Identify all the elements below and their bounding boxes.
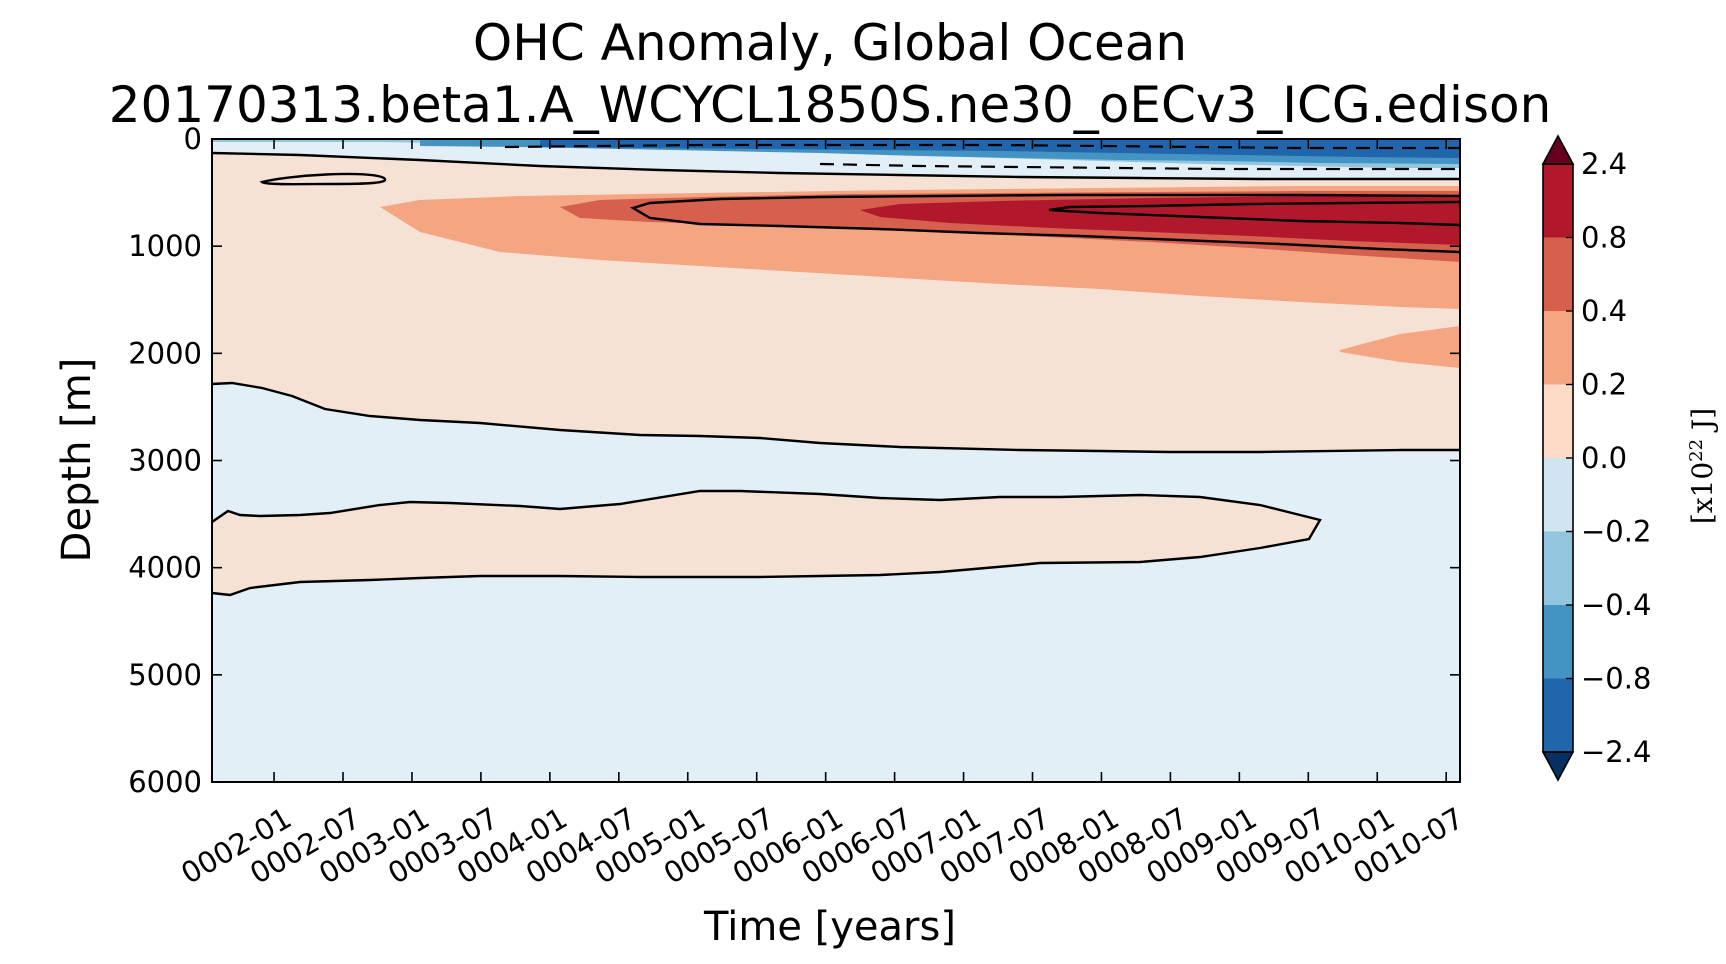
y-axis: 0 1000 2000 3000 4000 5000 6000 xyxy=(128,122,1460,799)
plot-area xyxy=(212,139,1460,782)
contour-zero-shallow-loop xyxy=(259,172,387,186)
colorbar-segment xyxy=(1543,384,1573,458)
colorbar-segment xyxy=(1543,458,1573,532)
x-axis: 0002-010002-070003-010003-070004-010004-… xyxy=(175,139,1469,891)
y-tick-label: 5000 xyxy=(128,658,202,692)
chart-title-line2: 20170313.beta1.A_WCYCL1850S.ne30_oECv3_I… xyxy=(109,76,1552,134)
colorbar-segment xyxy=(1543,605,1573,679)
colorbar-unit-prefix: [x10 xyxy=(1686,462,1719,524)
colorbar-unit-suffix: J] xyxy=(1686,408,1719,439)
y-tick-label: 1000 xyxy=(128,229,202,263)
y-tick-label: 3000 xyxy=(128,444,202,478)
contour-negative-0.8-dashed xyxy=(504,143,1460,150)
colorbar-segment xyxy=(1543,164,1573,238)
colorbar-tick-label: −0.4 xyxy=(1581,588,1651,622)
contour-zero-mid xyxy=(212,381,1460,454)
colorbar-tick-label: −0.2 xyxy=(1581,515,1651,549)
colorbar-tick-label: 0.8 xyxy=(1581,221,1627,255)
contour-negative-0.8-dashed-lower xyxy=(819,162,1460,171)
colorbar: −2.4 −0.8 −0.4 −0.2 0.0 0.2 0.4 0.8 2.4 xyxy=(1541,134,1651,782)
y-tick-label: 2000 xyxy=(128,336,202,370)
contour-0.8-inner xyxy=(1048,200,1460,227)
colorbar-tick-label: −0.8 xyxy=(1581,662,1651,696)
fill-positive-0.8 xyxy=(860,195,1460,245)
contour-zero-bottom-band xyxy=(212,489,1322,597)
colorbar-extend-high xyxy=(1541,134,1575,165)
fill-positive-bottom-band xyxy=(212,491,1320,595)
y-tick-label: 6000 xyxy=(128,765,202,799)
y-tick-label: 0 xyxy=(184,122,202,156)
colorbar-unit-label: [x1022 J] xyxy=(1686,408,1720,524)
colorbar-tick-label: 0.4 xyxy=(1581,294,1627,328)
fill-positive-0.2-deep xyxy=(1340,326,1460,368)
colorbar-tick-label: −2.4 xyxy=(1581,735,1651,769)
colorbar-tick-label: 0.0 xyxy=(1581,441,1627,475)
colorbar-segment xyxy=(1543,678,1573,752)
y-tick-label: 4000 xyxy=(128,551,202,585)
colorbar-tick-label: 0.2 xyxy=(1581,368,1627,402)
colorbar-segment xyxy=(1543,237,1573,311)
y-axis-label: Depth [m] xyxy=(54,358,100,563)
colorbar-unit-exponent: 22 xyxy=(1686,439,1707,462)
fill-negative-0.8 xyxy=(540,139,1460,158)
colorbar-segment xyxy=(1543,531,1573,605)
contour-0.8-outer xyxy=(630,193,1460,254)
colorbar-tick-label: 2.4 xyxy=(1581,147,1627,181)
colorbar-extend-low xyxy=(1541,751,1575,782)
chart-title-line1: OHC Anomaly, Global Ocean xyxy=(473,14,1187,72)
x-axis-label: Time [years] xyxy=(703,904,956,950)
contour-zero-upper xyxy=(212,151,1460,181)
colorbar-segment xyxy=(1543,311,1573,385)
